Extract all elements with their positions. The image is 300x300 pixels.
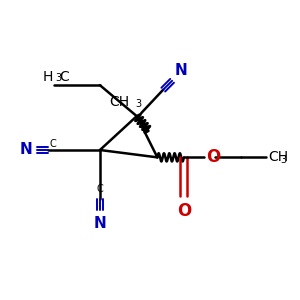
Text: N: N	[175, 63, 188, 78]
Text: N: N	[94, 216, 106, 231]
Text: 3: 3	[280, 155, 286, 165]
Text: O: O	[206, 148, 220, 166]
Text: O: O	[177, 202, 191, 220]
Text: C: C	[50, 139, 56, 148]
Text: C: C	[60, 70, 69, 84]
Text: N: N	[20, 142, 32, 158]
Text: 3: 3	[56, 74, 62, 83]
Text: C: C	[97, 184, 103, 194]
Text: CH: CH	[109, 95, 129, 109]
Text: CH: CH	[268, 150, 288, 164]
Text: H: H	[43, 70, 53, 84]
Text: 3: 3	[135, 99, 141, 109]
